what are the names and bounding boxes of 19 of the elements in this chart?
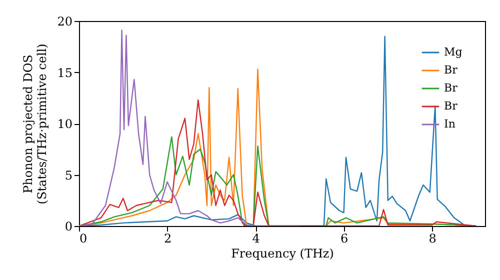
legend-label: In xyxy=(444,118,456,130)
x-tick-label: 6 xyxy=(340,232,348,246)
y-tick-label: 15 xyxy=(57,66,72,80)
x-tick-label: 4 xyxy=(252,232,260,246)
x-tick-label: 0 xyxy=(80,232,88,246)
legend-label: Br xyxy=(444,100,458,112)
y-tick-label: 0 xyxy=(64,220,72,234)
legend-label: Br xyxy=(444,64,458,76)
line-series xyxy=(79,30,300,226)
y-tick-label: 5 xyxy=(64,168,72,182)
legend-label: Mg xyxy=(444,46,462,58)
x-tick-label: 2 xyxy=(164,232,172,246)
x-axis-title: Frequency (THz) xyxy=(231,246,334,260)
y-tick-label: 20 xyxy=(57,14,72,28)
x-tick-label: 8 xyxy=(428,232,436,246)
line-series xyxy=(79,99,477,226)
y-tick-label: 10 xyxy=(57,117,72,131)
y-axis-title: Phonon projected DOS (States/THz·primitive cell) xyxy=(21,44,50,204)
legend-label: Br xyxy=(444,82,458,94)
